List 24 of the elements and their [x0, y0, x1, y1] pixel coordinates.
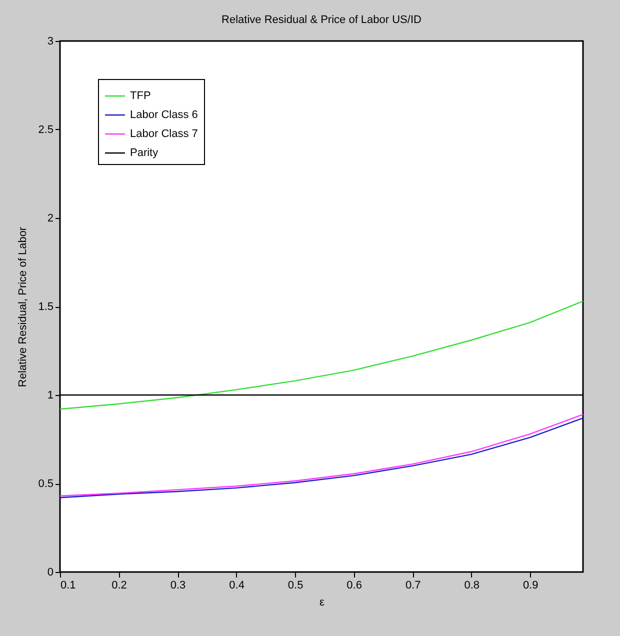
legend-label: Labor Class 6 [130, 109, 198, 121]
x-axis-title: ε [320, 596, 325, 608]
x-tick-label: 0.5 [288, 580, 304, 592]
y-tick-label: 1 [47, 390, 54, 402]
x-tick-label: 0.7 [405, 580, 421, 592]
x-tick-label: 0.2 [112, 580, 127, 592]
y-tick-label: 0.5 [38, 478, 54, 490]
x-tick-label: 0.6 [346, 580, 362, 592]
x-tick-label: 0.1 [60, 580, 76, 592]
y-tick-label: 1.5 [38, 301, 54, 313]
x-tick-label: 0.4 [229, 580, 244, 592]
y-tick-label: 3 [47, 36, 54, 48]
x-tick-label: 0.3 [170, 580, 186, 592]
legend-label: TFP [130, 90, 151, 102]
x-tick-label: 0.9 [522, 580, 538, 592]
chart-title: Relative Residual & Price of Labor US/ID [222, 14, 422, 26]
y-tick-label: 2 [47, 212, 54, 224]
y-tick-label: 2.5 [38, 124, 54, 136]
legend-label: Labor Class 7 [130, 128, 198, 140]
y-axis-title: Relative Residual, Price of Labor [17, 226, 30, 388]
x-tick-label: 0.8 [464, 580, 480, 592]
legend-label: Parity [130, 147, 159, 159]
line-series [59, 300, 584, 410]
y-tick-label: 0 [47, 566, 54, 578]
